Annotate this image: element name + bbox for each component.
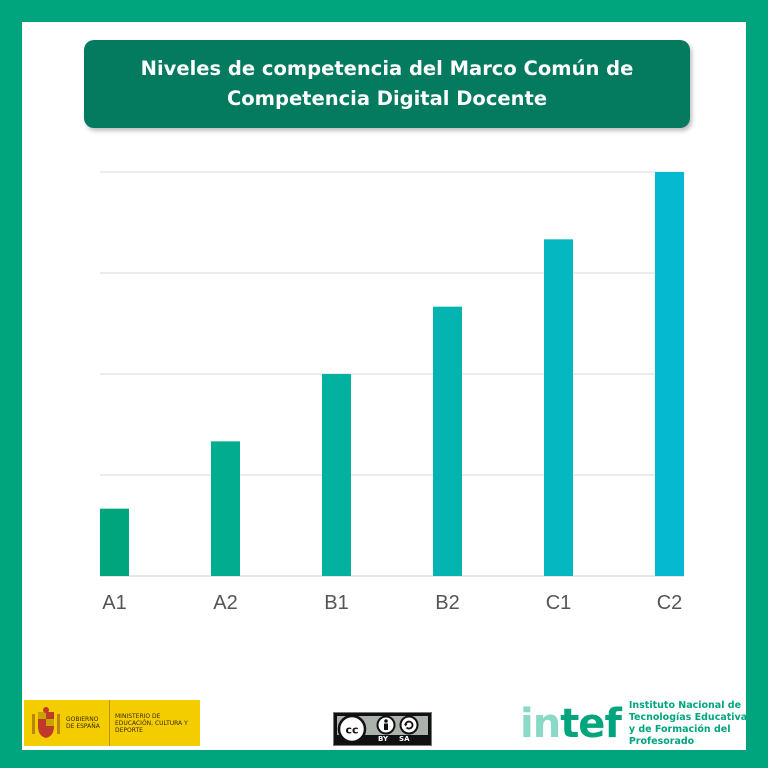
intef-wordmark: intef [520,701,622,747]
x-tick-label: A2 [213,592,237,614]
chart-title: Niveles de competencia del Marco Común d… [140,57,634,110]
ministerio-text: MINISTERIO DE EDUCACIÓN, CULTURA Y DEPOR… [115,712,188,734]
bar-b2 [433,306,462,576]
intef-logo: intef Instituto Nacional de Tecnologías … [520,700,759,748]
bar-a1 [100,508,129,576]
x-tick-label: C2 [657,592,683,614]
cc-by-label: BY [378,735,389,743]
bar-c1 [544,239,573,577]
gobierno-text: GOBIERNO DE ESPAÑA [66,716,100,730]
x-tick-label: C1 [546,592,572,614]
bar-b1 [322,374,351,576]
x-tick-label: A1 [102,592,126,614]
cc-icon [337,714,367,744]
share-alike-icon [399,715,419,735]
chart-title-box: Niveles de competencia del Marco Común d… [84,40,690,128]
cc-by-sa-badge: cc BY SA [333,712,432,746]
cc-icons: cc [337,714,419,744]
bar-c2 [655,172,684,576]
x-tick-label: B2 [435,592,459,614]
x-tick-label: B1 [324,592,348,614]
cc-sa-label: SA [399,735,410,743]
intef-description: Instituto Nacional de Tecnologías Educat… [628,700,753,747]
bar-a2 [211,441,240,576]
coat-of-arms-icon [32,707,60,738]
gobierno-logo: GOBIERNO DE ESPAÑA MINISTERIO DE EDUCACI… [24,700,200,746]
svg-text:cc: cc [345,724,358,737]
